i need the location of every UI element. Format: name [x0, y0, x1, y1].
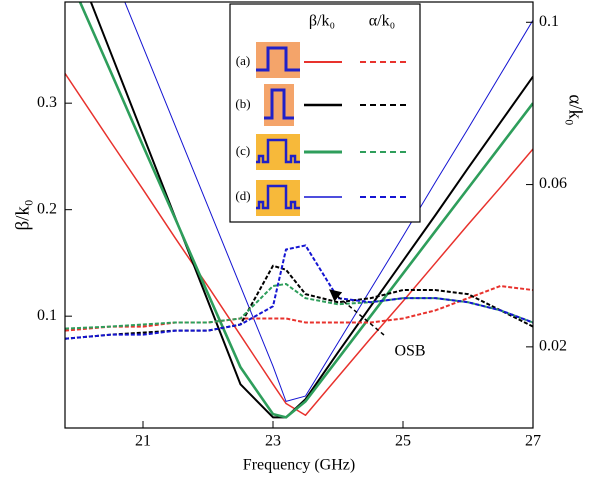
icon-shape	[256, 46, 300, 72]
y2-tick-label: 0.1	[539, 13, 559, 30]
x-tick-label: 27	[525, 433, 541, 450]
alpha-line	[65, 244, 533, 340]
plot-frame	[64, 1, 534, 429]
alpha-line	[65, 264, 533, 340]
y2-axis-label: α/k₀	[565, 94, 586, 125]
beta-line	[78, 2, 533, 419]
legend-label: (d)	[235, 188, 250, 203]
y-axis-label: β/k₀	[12, 199, 33, 230]
annotation-arrow	[329, 289, 385, 336]
x-tick-label: 23	[265, 433, 281, 450]
legend-header: α/k₀	[369, 13, 395, 30]
y-tick-label: 0.2	[37, 200, 57, 217]
icon-shape	[264, 88, 294, 120]
x-tick-label: 21	[135, 433, 151, 450]
y-tick-label: 0.1	[37, 307, 57, 324]
legend-header: β/k₀	[309, 13, 335, 30]
alpha-line	[65, 282, 533, 330]
icon-shape	[256, 184, 300, 210]
plot-lines	[65, 2, 533, 419]
legend-label: (c)	[236, 143, 250, 158]
y2-tick-label: 0.02	[539, 338, 567, 355]
x-tick-label: 25	[395, 433, 411, 450]
legend: β/k₀ α/k₀ (a) (b) (c) (d)	[229, 3, 421, 223]
icon-shape	[256, 138, 300, 164]
x-axis-label: Frequency (GHz)	[243, 457, 355, 474]
beta-line	[124, 2, 533, 402]
annotation: OSB	[394, 343, 425, 360]
alpha-line	[65, 285, 533, 332]
legend-label: (a)	[236, 53, 250, 68]
legend-label: (b)	[235, 96, 250, 111]
y-tick-label: 0.3	[37, 94, 57, 111]
y2-tick-label: 0.06	[539, 175, 567, 192]
